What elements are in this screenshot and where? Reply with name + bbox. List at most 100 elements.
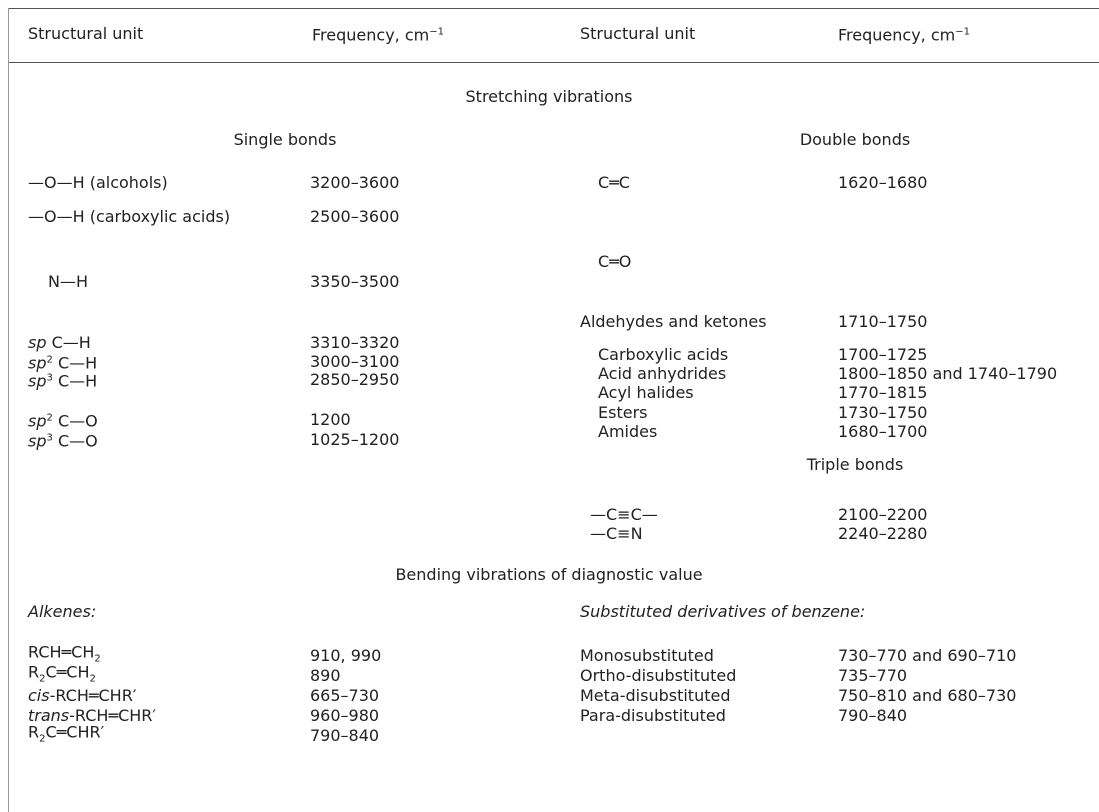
structural-unit: sp3 C—O [28, 429, 98, 452]
text-segment: cis [28, 686, 50, 705]
frequency: 2850–2950 [310, 370, 400, 389]
frequency: 3350–3500 [310, 272, 400, 291]
text-segment: -RCH═CHR′ [69, 706, 157, 725]
text-segment: Para-disubstituted [580, 706, 726, 725]
text-segment: 2 [39, 673, 46, 685]
text-segment: 2 [39, 733, 46, 745]
group-title: Substituted derivatives of benzene: [580, 602, 866, 621]
text-segment: 2 [94, 653, 101, 665]
text-segment: —O—H (alcohols) [28, 173, 168, 192]
frequency: 960–980 [310, 706, 380, 725]
text-segment: −1 [955, 26, 970, 38]
text-segment: Frequency, cm [312, 25, 430, 45]
rule [8, 8, 1099, 9]
text-segment: sp [28, 411, 47, 431]
structural-unit: Monosubstituted [580, 646, 714, 666]
structural-unit: —O—H (alcohols) [28, 173, 168, 193]
text-segment: Meta-disubstituted [580, 686, 731, 705]
frequency: 665–730 [310, 686, 380, 705]
structural-unit: —O—H (carboxylic acids) [28, 207, 230, 227]
text-segment: Amides [598, 422, 658, 441]
frequency: 735–770 [838, 666, 908, 685]
text-segment: 3 [46, 432, 53, 444]
text-segment: 2 [46, 412, 53, 424]
column-header: Structural unit [28, 24, 143, 44]
text-segment: 2 [46, 354, 53, 366]
text-segment: C—O [52, 431, 98, 451]
column-header: Structural unit [580, 24, 695, 44]
structural-unit: Aldehydes and ketones [580, 312, 767, 332]
text-segment: sp [28, 333, 47, 352]
structural-unit: Amides [598, 422, 657, 442]
text-segment: Carboxylic acids [598, 345, 729, 364]
text-segment: —C≡N [590, 524, 643, 543]
frequency: 790–840 [838, 706, 908, 725]
frequency: 2240–2280 [838, 524, 928, 543]
structural-unit: R2C═CH2 [28, 663, 96, 690]
text-segment: sp [28, 371, 47, 391]
border [8, 8, 9, 812]
text-segment: R [28, 662, 40, 682]
structural-unit: sp3 C—H [28, 369, 97, 392]
text-segment: Acid anhydrides [598, 364, 727, 383]
frequency: 910, 990 [310, 646, 382, 665]
structural-unit: trans-RCH═CHR′ [28, 706, 156, 726]
text-segment: sp [28, 353, 47, 373]
text-segment: -RCH═CHR′ [49, 686, 137, 705]
frequency: 890 [310, 666, 341, 685]
frequency: 1730–1750 [838, 403, 928, 422]
structural-unit: Carboxylic acids [598, 345, 728, 365]
text-segment: C—H [46, 333, 91, 352]
subsection-title: Single bonds [233, 130, 337, 149]
section-title: Bending vibrations of diagnostic value [395, 565, 703, 584]
text-segment: R [28, 722, 40, 742]
rule [8, 62, 1099, 63]
structural-unit: Meta-disubstituted [580, 686, 730, 706]
text-segment: Frequency, cm [838, 25, 956, 45]
structural-unit: —C≡N [590, 524, 643, 544]
structural-unit: sp2 C—O [28, 409, 98, 432]
text-segment: C═CH [45, 662, 90, 682]
frequency: 1025–1200 [310, 430, 400, 449]
frequency: 1770–1815 [838, 383, 928, 402]
frequency: 750–810 and 680–730 [838, 686, 1017, 705]
text-segment: C—O [52, 411, 98, 431]
column-header: Frequency, cm−1 [312, 23, 444, 46]
structural-unit: cis-RCH═CHR′ [28, 686, 136, 706]
frequency: 1710–1750 [838, 312, 928, 331]
structural-unit: N—H [48, 272, 88, 292]
text-segment: Monosubstituted [580, 646, 714, 665]
text-segment: trans [28, 706, 70, 725]
text-segment: C═CHR′ [45, 722, 105, 742]
text-segment: —O—H (carboxylic acids) [28, 207, 231, 226]
text-segment: Acyl halides [598, 383, 694, 402]
text-segment: Structural unit [580, 24, 696, 43]
text-segment: C—H [52, 371, 98, 391]
frequency: 790–840 [310, 726, 380, 745]
structural-unit: R2C═CHR′ [28, 723, 104, 750]
group-title: Alkenes: [28, 602, 97, 621]
structural-unit: Acyl halides [598, 383, 694, 403]
text-segment: sp [28, 431, 47, 451]
text-segment: Esters [598, 403, 648, 422]
frequency: 3000–3100 [310, 352, 400, 371]
text-segment: N—H [48, 272, 88, 291]
section-title: Stretching vibrations [465, 87, 633, 106]
text-segment: −1 [429, 26, 444, 38]
text-segment: Aldehydes and ketones [580, 312, 767, 331]
frequency: 1800–1850 and 1740–1790 [838, 364, 1058, 383]
structural-unit: C═O [598, 252, 631, 272]
frequency: 1700–1725 [838, 345, 928, 364]
frequency: 730–770 and 690–710 [838, 646, 1017, 665]
structural-unit: Para-disubstituted [580, 706, 726, 726]
structural-unit: RCH═CH2 [28, 643, 101, 670]
structural-unit: Acid anhydrides [598, 364, 726, 384]
frequency: 2500–3600 [310, 207, 400, 226]
text-segment: C—H [52, 353, 98, 373]
structural-unit: Esters [598, 403, 647, 423]
frequency: 1680–1700 [838, 422, 928, 441]
text-segment: —C≡C— [590, 505, 658, 524]
structural-unit: —C≡C— [590, 505, 658, 525]
frequency: 2100–2200 [838, 505, 928, 524]
